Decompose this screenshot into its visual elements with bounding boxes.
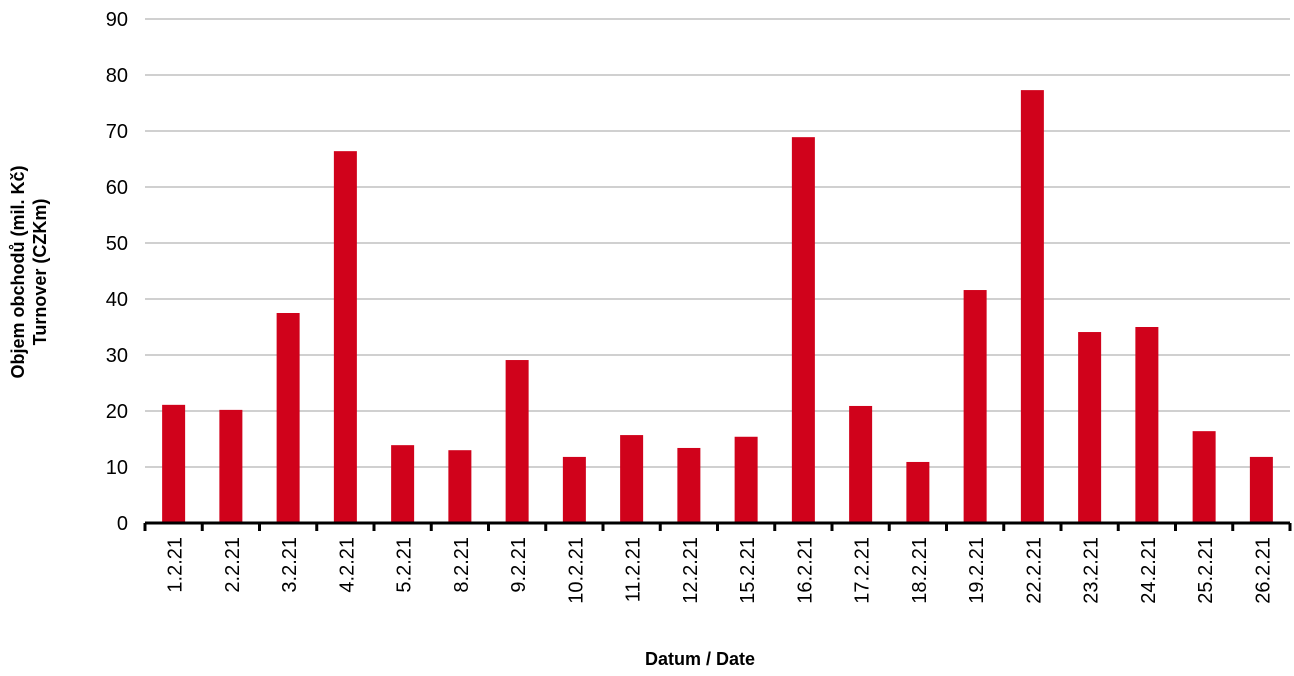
y-axis-title: Objem obchodů (mil. Kč) Turnover (CZKm) [8,165,50,378]
bar [1192,431,1216,523]
y-tick-label: 80 [106,65,128,87]
bar [791,137,815,523]
x-tick-label: 22.2.21 [1023,537,1045,604]
bar [333,151,357,523]
x-tick-label: 4.2.21 [336,537,358,593]
bar [734,436,758,523]
bar [448,450,472,523]
x-tick-label: 15.2.21 [737,537,759,604]
x-tick-label: 1.2.21 [165,537,187,593]
bar [906,461,930,523]
y-tick-label: 0 [117,513,128,535]
bar [620,435,644,523]
bar [677,447,701,523]
x-tick-label: 16.2.21 [794,537,816,604]
x-tick-label: 24.2.21 [1138,537,1160,604]
bar [963,290,987,523]
bar [849,405,873,523]
y-tick-label: 10 [106,457,128,479]
x-tick-label: 19.2.21 [966,537,988,604]
bar [391,445,415,523]
x-tick-label: 11.2.21 [623,537,645,602]
bar [1135,327,1159,523]
y-axis-title-line: Objem obchodů (mil. Kč) [8,165,28,378]
bar [276,313,300,523]
y-tick-label: 70 [106,121,128,143]
bar [1078,332,1102,523]
bar [162,404,186,523]
x-tick-label: 17.2.21 [852,537,874,604]
x-tick-label: 10.2.21 [565,537,587,604]
bar [219,409,243,523]
y-axis-title-line: Turnover (CZKm) [30,199,50,346]
x-tick-label: 5.2.21 [394,537,416,593]
y-tick-label: 40 [106,289,128,311]
y-tick-label: 20 [106,401,128,423]
x-tick-label: 23.2.21 [1081,537,1103,604]
x-tick-label: 26.2.21 [1252,537,1274,604]
x-tick-label: 18.2.21 [909,537,931,604]
x-tick-label: 12.2.21 [680,537,702,604]
x-tick-label: 9.2.21 [508,537,530,593]
bar [562,456,586,523]
x-tick-label: 8.2.21 [451,537,473,593]
y-tick-label: 50 [106,233,128,255]
bar [1249,456,1273,523]
x-axis-title: Datum / Date [645,649,755,669]
x-tick-label: 3.2.21 [279,537,301,593]
y-tick-label: 90 [106,9,128,31]
x-tick-label: 25.2.21 [1195,537,1217,604]
y-tick-label: 60 [106,177,128,199]
x-tick-label: 2.2.21 [222,537,244,593]
bar [505,360,529,523]
y-tick-label: 30 [106,345,128,367]
bar [1020,90,1044,524]
